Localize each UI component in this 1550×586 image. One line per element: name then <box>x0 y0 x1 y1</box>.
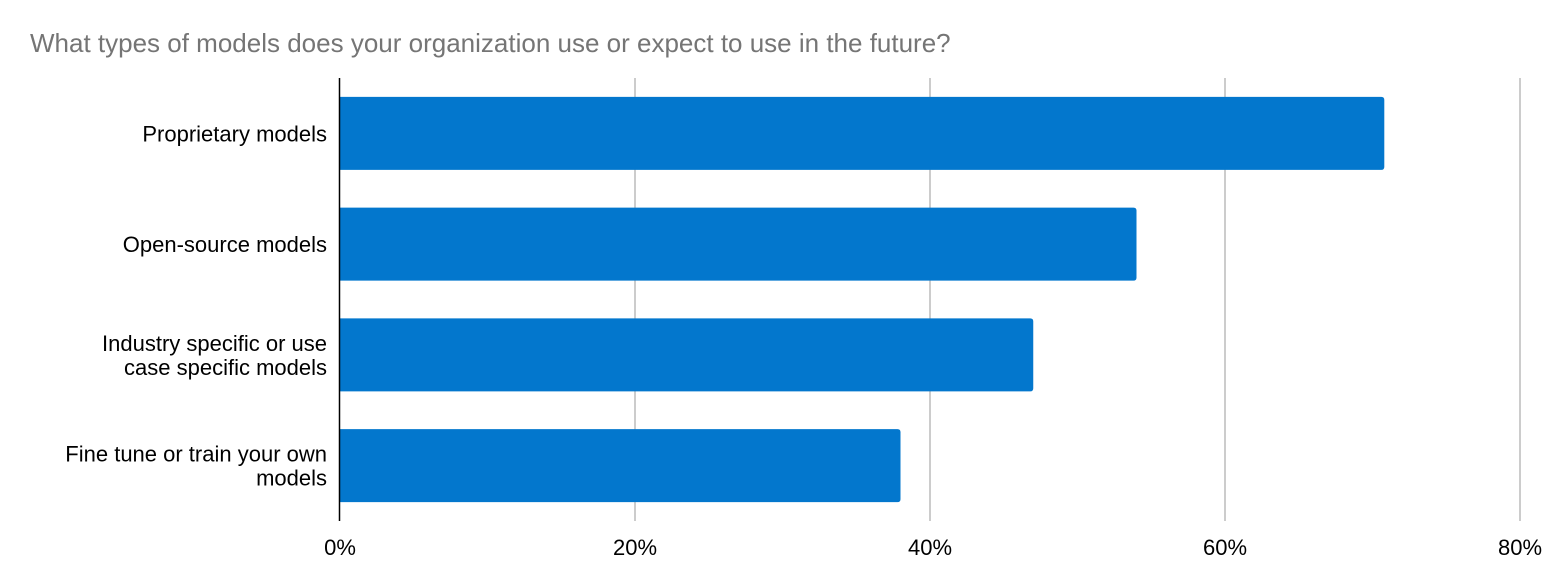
bar <box>340 318 1034 392</box>
category-label: Fine tune or train your own <box>65 442 327 467</box>
category-label: Proprietary models <box>142 121 327 146</box>
category-label: case specific models <box>124 355 327 380</box>
x-tick-label: 0% <box>324 535 356 560</box>
x-tick-label: 20% <box>613 535 657 560</box>
x-tick-label: 60% <box>1203 535 1247 560</box>
bar <box>340 207 1137 281</box>
x-tick-label: 80% <box>1498 535 1542 560</box>
bars <box>340 96 1385 503</box>
category-label: Industry specific or use <box>102 331 327 356</box>
bar <box>340 96 1385 170</box>
x-tick-labels: 0% 20% 40% 60% 80% <box>324 535 1542 560</box>
category-label: models <box>256 466 327 491</box>
x-tick-label: 40% <box>908 535 952 560</box>
category-label: Open-source models <box>123 232 327 257</box>
bar <box>340 429 901 503</box>
chart-title: What types of models does your organizat… <box>30 28 951 58</box>
category-labels: Proprietary models Open-source models Indu… <box>65 121 327 490</box>
